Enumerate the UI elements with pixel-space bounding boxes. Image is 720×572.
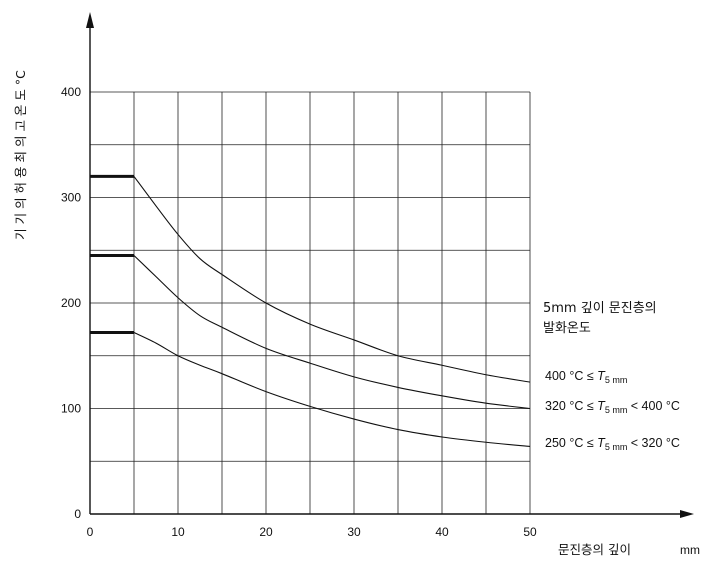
y-tick-label: 0: [74, 507, 81, 521]
series-label-1: 400 °C ≤ T5 mm: [545, 369, 627, 385]
series-curve: [133, 176, 531, 383]
tick-labels: 0 10 20 30 40 50 0 100 200 300 400: [61, 85, 537, 539]
series-group: [90, 174, 531, 448]
curve-labels: 400 °C ≤ T5 mm 320 °C ≤ T5 mm < 400 °C 250…: [545, 369, 680, 452]
legend-title-line1: 5mm 깊이 문진층의: [543, 301, 657, 316]
legend-title-line2: 발화온도: [543, 321, 591, 336]
x-axis-unit: mm: [680, 543, 700, 557]
y-axis-arrow: [86, 12, 94, 28]
x-tick-label: 50: [523, 525, 537, 539]
x-tick-label: 0: [87, 525, 94, 539]
series-label-3: 250 °C ≤ T5 mm < 320 °C: [545, 436, 680, 452]
series-1: [90, 174, 531, 383]
y-tick-label: 200: [61, 296, 81, 310]
x-tick-label: 20: [259, 525, 273, 539]
series-label-2: 320 °C ≤ T5 mm < 400 °C: [545, 399, 680, 415]
series-2: [90, 254, 531, 410]
axes: [86, 12, 694, 518]
y-tick-label: 100: [61, 402, 81, 416]
x-tick-label: 40: [435, 525, 449, 539]
x-axis-title: 문진층의 깊이: [558, 542, 631, 557]
series-3: [90, 331, 531, 448]
grid: [90, 91, 531, 514]
series-curve: [133, 255, 531, 410]
y-tick-label: 400: [61, 85, 81, 99]
x-axis-arrow: [680, 510, 694, 518]
y-axis-title: 기 기 의 허 용 최 의 고 온 도 °C: [13, 70, 28, 240]
x-tick-label: 30: [347, 525, 361, 539]
x-tick-label: 10: [171, 525, 185, 539]
series-curve: [133, 332, 531, 448]
y-tick-label: 300: [61, 191, 81, 205]
